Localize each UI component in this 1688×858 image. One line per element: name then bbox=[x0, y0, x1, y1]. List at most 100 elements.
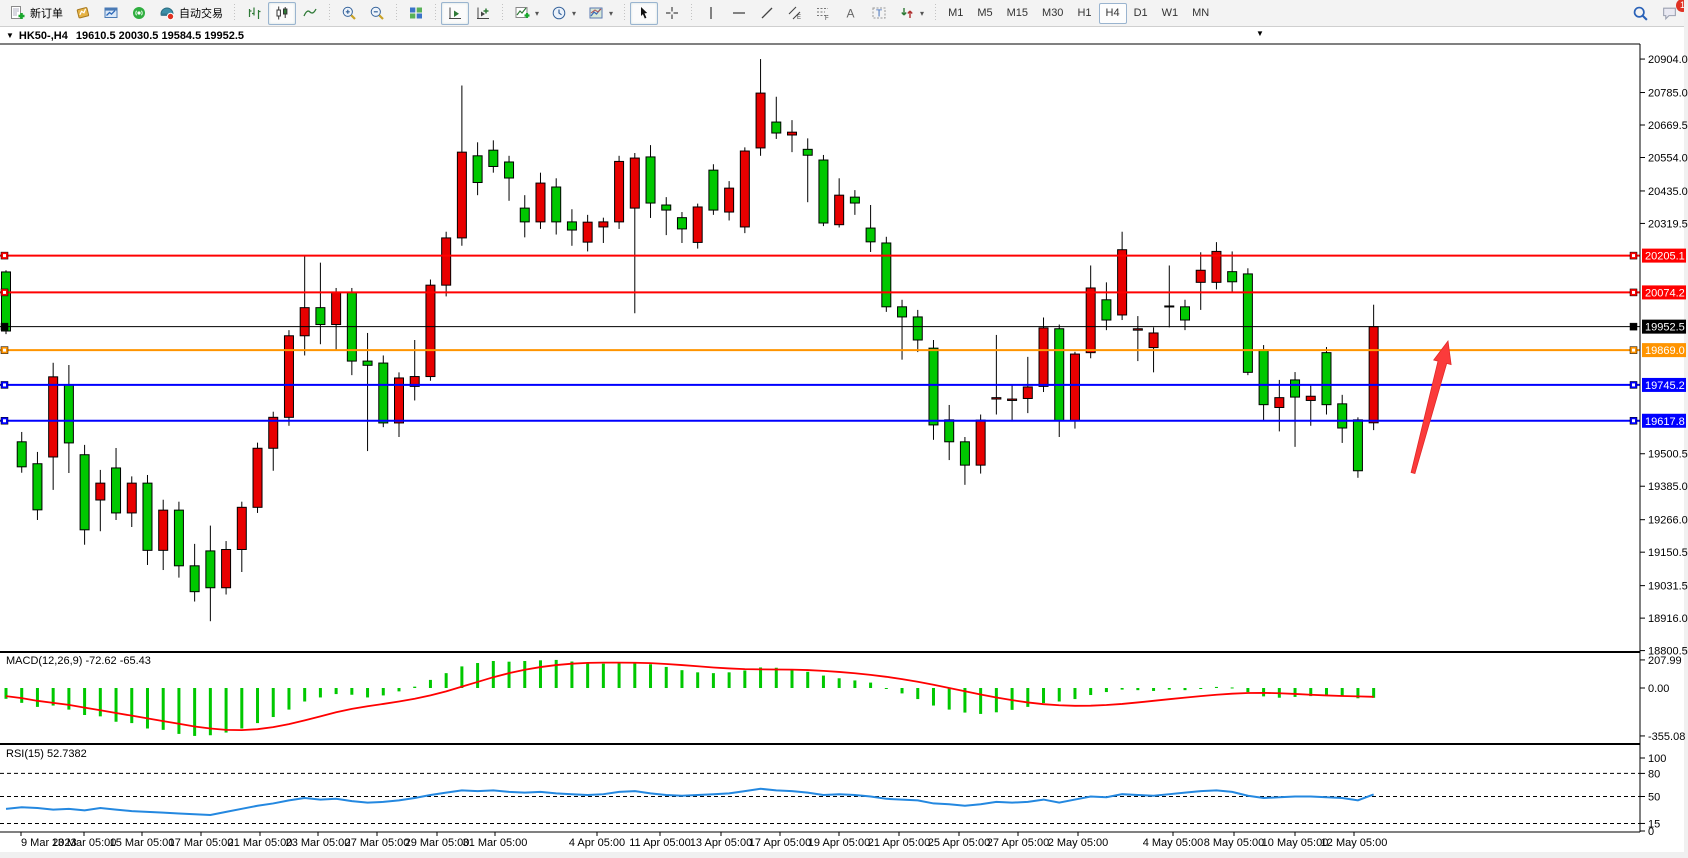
chart-menu-icon[interactable]: ▼ bbox=[6, 31, 14, 40]
candle-body-up[interactable] bbox=[1195, 269, 1206, 283]
candle-body-down[interactable] bbox=[849, 196, 860, 204]
price-scale[interactable]: 20904.0 20785.0 20669.5 20554.0 20435.0 20319… bbox=[1640, 54, 1688, 838]
candle-body-down[interactable] bbox=[802, 148, 813, 156]
bar-chart-mode-button[interactable] bbox=[240, 2, 268, 25]
candle-body-up[interactable] bbox=[221, 548, 232, 589]
timeframe-m1[interactable]: M1 bbox=[948, 7, 964, 19]
candle-body-up[interactable] bbox=[582, 221, 593, 243]
candle-body-up[interactable] bbox=[535, 182, 546, 223]
candle-body-up[interactable] bbox=[299, 307, 310, 337]
candle-body-up[interactable] bbox=[456, 151, 467, 239]
candle-body-down[interactable] bbox=[519, 207, 530, 223]
candle-body-down[interactable] bbox=[1321, 352, 1332, 406]
channel-tool[interactable]: E bbox=[781, 2, 809, 25]
candle-body-down[interactable] bbox=[1290, 379, 1301, 398]
candle-body-up[interactable] bbox=[441, 237, 452, 286]
candle-body-up[interactable] bbox=[1211, 250, 1222, 283]
candle-body-down[interactable] bbox=[1258, 349, 1269, 406]
candle-body-down[interactable] bbox=[189, 565, 200, 593]
candle-body-down[interactable] bbox=[1101, 299, 1112, 321]
candle-body-down[interactable] bbox=[378, 362, 389, 424]
candle-body-down[interactable] bbox=[865, 227, 876, 243]
candle-body-down[interactable] bbox=[708, 169, 719, 211]
candle-body-down[interactable] bbox=[944, 419, 955, 443]
candle-body-down[interactable] bbox=[959, 441, 970, 466]
candle-body-up[interactable] bbox=[95, 482, 106, 501]
candle-body-down[interactable] bbox=[111, 467, 122, 514]
candle-body-up[interactable] bbox=[787, 131, 797, 136]
timeframe-mn[interactable]: MN bbox=[1192, 7, 1210, 19]
timeframe-m15[interactable]: M15 bbox=[1006, 7, 1029, 19]
candle-body-down[interactable] bbox=[1337, 403, 1348, 429]
candle-body-down[interactable] bbox=[173, 509, 184, 567]
candle-body-down[interactable] bbox=[676, 217, 687, 230]
candle-body-down[interactable] bbox=[142, 482, 153, 551]
terminal-button[interactable] bbox=[97, 2, 125, 25]
candle-body-up[interactable] bbox=[1007, 398, 1018, 401]
candle-body-up[interactable] bbox=[331, 291, 342, 326]
auto-scroll-button[interactable] bbox=[441, 1, 469, 25]
candle-body-up[interactable] bbox=[975, 419, 986, 466]
candlesticks[interactable] bbox=[1, 59, 1379, 622]
candle-body-down[interactable] bbox=[1227, 271, 1238, 283]
timeframe-m30[interactable]: M30 bbox=[1042, 7, 1064, 19]
zoom-out-button[interactable] bbox=[363, 2, 391, 25]
candle-body-down[interactable] bbox=[472, 155, 483, 184]
auto-trading-button[interactable]: 自动交易 bbox=[153, 2, 229, 25]
candle-body-up[interactable] bbox=[409, 376, 420, 387]
candle-body-down[interactable] bbox=[551, 186, 562, 223]
candle-body-down[interactable] bbox=[661, 204, 672, 211]
candle-body-up[interactable] bbox=[1022, 386, 1033, 399]
chart-shift-button[interactable] bbox=[469, 2, 497, 25]
candle-body-up[interactable] bbox=[268, 416, 279, 449]
fibonacci-tool[interactable]: F bbox=[809, 2, 837, 25]
market-watch-button[interactable] bbox=[69, 2, 97, 25]
notifications-button[interactable]: 1 bbox=[1655, 0, 1688, 25]
candle-body-down[interactable] bbox=[1054, 328, 1065, 422]
crosshair-tool-button[interactable] bbox=[658, 2, 686, 25]
candle-body-up[interactable] bbox=[1069, 353, 1080, 422]
candle-body-up[interactable] bbox=[126, 482, 137, 514]
periods-button[interactable]: ▾ bbox=[545, 2, 582, 25]
candle-body-up[interactable] bbox=[394, 377, 404, 424]
candle-body-up[interactable] bbox=[48, 376, 59, 458]
candle-body-up[interactable] bbox=[283, 335, 294, 418]
candle-body-down[interactable] bbox=[912, 316, 923, 341]
candle-body-up[interactable] bbox=[1117, 249, 1128, 316]
candle-body-down[interactable] bbox=[205, 550, 216, 589]
candle-body-up[interactable] bbox=[739, 150, 750, 228]
timeframe-h4[interactable]: H4 bbox=[1098, 2, 1127, 24]
timeframe-w1[interactable]: W1 bbox=[1161, 7, 1179, 19]
candle-body-up[interactable] bbox=[158, 509, 169, 551]
arrows-tool[interactable]: ▾ bbox=[893, 2, 930, 25]
candle-body-down[interactable] bbox=[897, 306, 908, 318]
drawn-arrow-up[interactable] bbox=[1410, 339, 1452, 474]
candle-body-up[interactable] bbox=[755, 92, 766, 149]
templates-button[interactable]: ▾ bbox=[582, 2, 619, 25]
candle-body-up[interactable] bbox=[991, 397, 1002, 400]
line-handle[interactable] bbox=[0, 322, 9, 331]
candle-body-down[interactable] bbox=[79, 454, 90, 531]
indicators-button[interactable]: ▾ bbox=[508, 2, 545, 25]
timeframe-h1[interactable]: H1 bbox=[1077, 7, 1092, 19]
horizontal-line-tool[interactable] bbox=[725, 2, 753, 25]
candle-body-down[interactable] bbox=[315, 307, 326, 326]
text-label-tool[interactable]: T bbox=[865, 2, 893, 25]
line-handle[interactable] bbox=[1629, 322, 1638, 331]
candle-body-up[interactable] bbox=[425, 284, 436, 378]
candle-body-down[interactable] bbox=[1, 271, 11, 332]
candle-body-down[interactable] bbox=[32, 463, 43, 511]
candle-body-up[interactable] bbox=[1038, 327, 1049, 387]
candle-body-down[interactable] bbox=[488, 149, 499, 167]
candle-body-up[interactable] bbox=[724, 187, 735, 213]
timeframe-d1[interactable]: D1 bbox=[1133, 7, 1148, 19]
candlestick-mode-button[interactable] bbox=[268, 1, 296, 25]
tile-windows-button[interactable] bbox=[402, 2, 430, 25]
search-button[interactable] bbox=[1626, 2, 1655, 25]
candle-body-up[interactable] bbox=[598, 221, 609, 228]
candle-body-up[interactable] bbox=[1085, 287, 1096, 354]
candle-body-down[interactable] bbox=[881, 242, 892, 308]
candle-body-up[interactable] bbox=[1274, 397, 1285, 408]
candle-body-up[interactable] bbox=[692, 206, 703, 243]
